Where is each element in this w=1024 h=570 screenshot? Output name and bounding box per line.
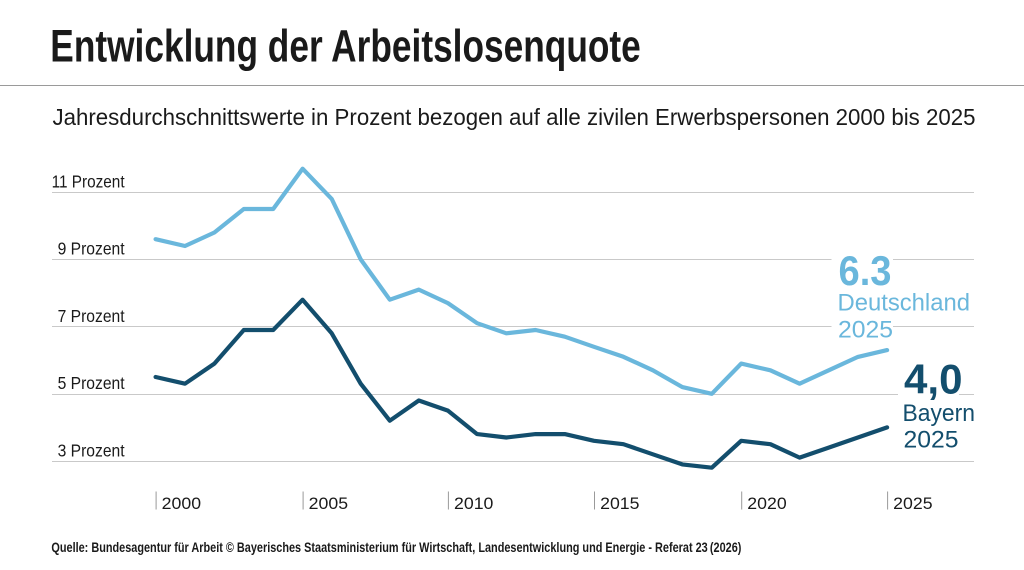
- svg-text:Bayern: Bayern: [903, 400, 976, 427]
- svg-text:7 Prozent: 7 Prozent: [58, 306, 125, 326]
- svg-text:2020: 2020: [747, 494, 786, 513]
- svg-text:Deutschland: Deutschland: [838, 290, 971, 317]
- svg-text:2015: 2015: [600, 494, 639, 513]
- svg-text:2025: 2025: [904, 427, 959, 454]
- svg-text:3 Prozent: 3 Prozent: [58, 441, 125, 461]
- svg-text:Entwicklung der Arbeitslosenqu: Entwicklung der Arbeitslosenquote: [50, 21, 641, 72]
- svg-text:9 Prozent: 9 Prozent: [58, 239, 125, 259]
- svg-text:2025: 2025: [838, 317, 893, 344]
- svg-text:Quelle: Bundesagentur für Arbe: Quelle: Bundesagentur für Arbeit © Bayer…: [51, 539, 741, 555]
- svg-text:5 Prozent: 5 Prozent: [58, 373, 125, 393]
- svg-text:Jahresdurchschnittswerte in Pr: Jahresdurchschnittswerte in Prozent bezo…: [53, 104, 976, 130]
- svg-text:2010: 2010: [454, 494, 493, 513]
- svg-text:2000: 2000: [162, 494, 201, 513]
- svg-text:4,0: 4,0: [904, 355, 963, 402]
- svg-text:2005: 2005: [309, 494, 348, 513]
- svg-text:6.3: 6.3: [839, 247, 892, 294]
- svg-text:2025: 2025: [893, 494, 932, 513]
- svg-text:11 Prozent: 11 Prozent: [52, 172, 125, 192]
